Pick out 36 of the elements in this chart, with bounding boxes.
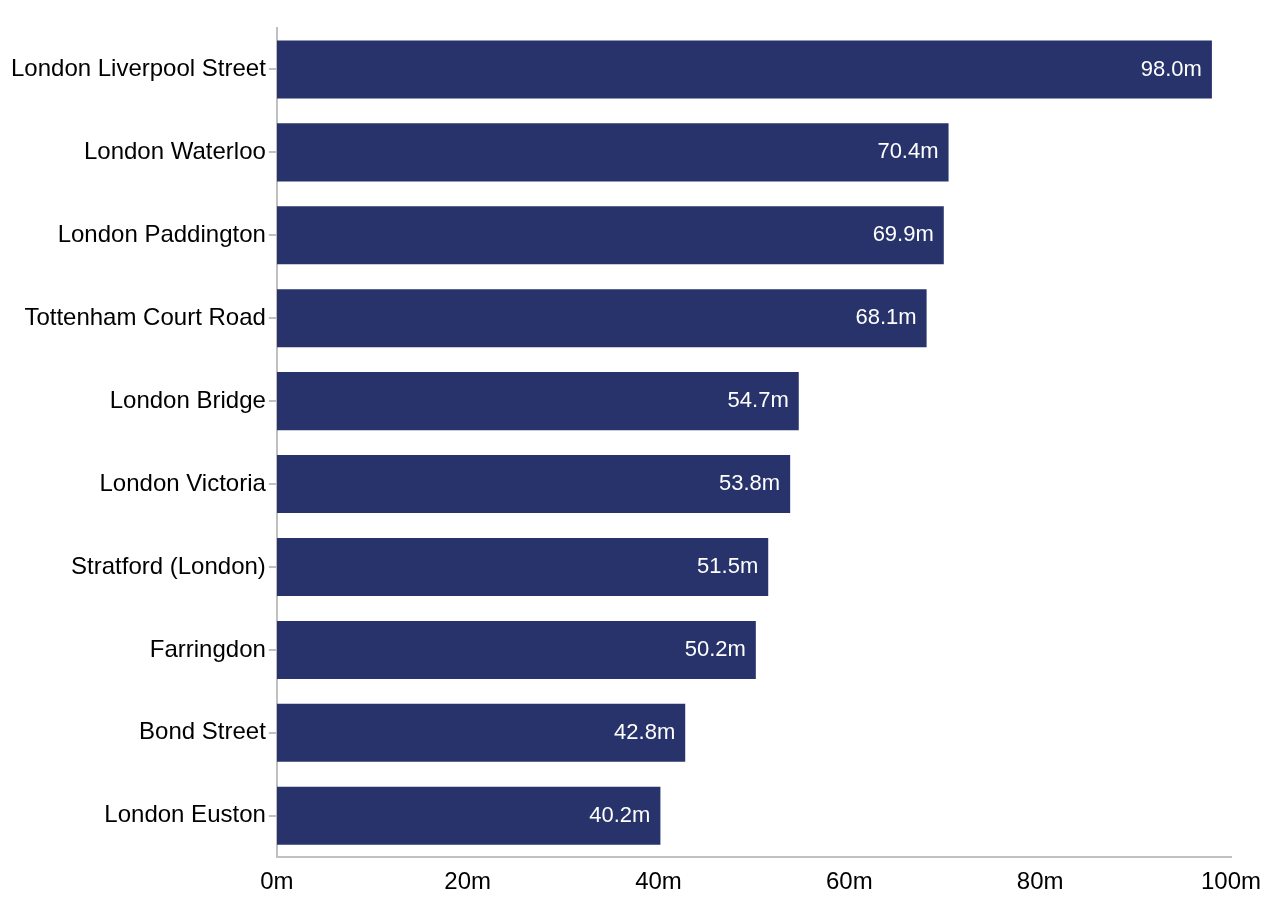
data-label: 42.8m: [614, 718, 676, 744]
bar: [276, 620, 756, 679]
bar: [276, 537, 769, 596]
x-tick-label: 0m: [260, 867, 294, 895]
y-tick-label: Farringdon: [149, 634, 266, 662]
data-label: 50.2m: [684, 635, 746, 661]
y-tick-label: London Bridge: [109, 385, 266, 413]
bar: [276, 289, 927, 348]
data-label: 54.7m: [727, 387, 789, 413]
y-tick-label: London Liverpool Street: [10, 54, 267, 82]
bar: [276, 455, 791, 514]
bar: [276, 206, 944, 265]
y-tick-label: London Victoria: [99, 468, 267, 496]
data-label: 98.0m: [1140, 55, 1202, 81]
x-tick-label: 100m: [1200, 867, 1262, 895]
y-tick-label: London Paddington: [57, 219, 266, 247]
x-tick-label: 40m: [635, 867, 682, 895]
data-label: 51.5m: [697, 553, 759, 579]
x-tick-label: 80m: [1016, 867, 1064, 895]
x-tick-label: 20m: [444, 867, 492, 895]
data-label: 69.9m: [872, 221, 934, 247]
x-tick-label: 60m: [825, 867, 873, 895]
y-tick-label: London Euston: [104, 800, 266, 828]
bar: [276, 372, 799, 431]
data-label: 40.2m: [589, 801, 651, 827]
y-tick-label: Tottenham Court Road: [24, 302, 266, 330]
y-tick-label: London Waterloo: [83, 137, 266, 165]
bar: [276, 123, 949, 182]
data-label: 68.1m: [855, 304, 917, 330]
y-tick-label: Stratford (London): [71, 551, 266, 579]
y-tick-label: Bond Street: [139, 717, 267, 745]
bar: [276, 786, 661, 845]
bar: [276, 703, 686, 762]
data-label: 53.8m: [719, 470, 781, 496]
bar: [276, 40, 1212, 99]
data-label: 70.4m: [877, 138, 939, 164]
